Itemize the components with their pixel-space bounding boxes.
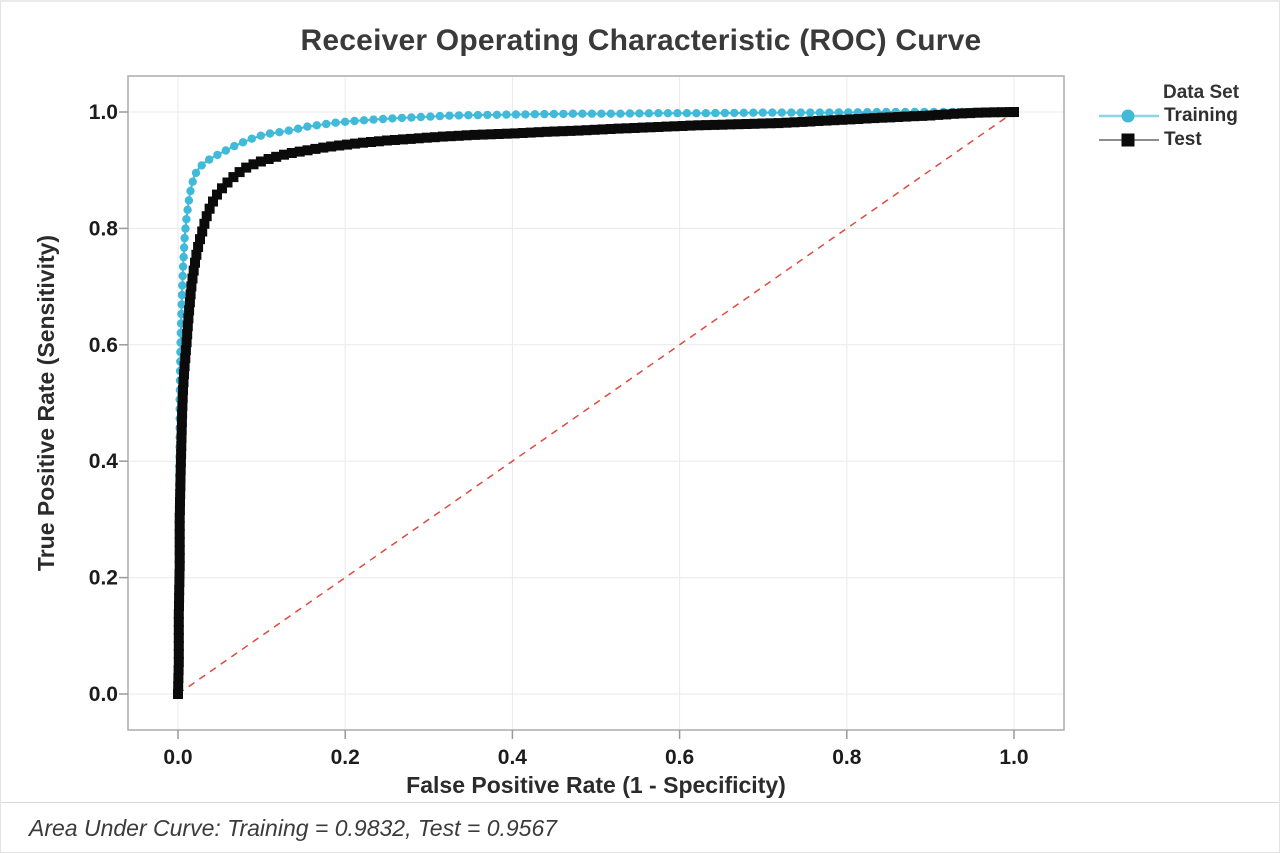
- series-test: [173, 107, 1019, 699]
- legend-item-training: Training: [1097, 104, 1267, 128]
- y-tick-label: 0.2: [89, 567, 118, 590]
- auc-annotation: Area Under Curve: Training = 0.9832, Tes…: [29, 815, 558, 841]
- plot-border: [127, 75, 1065, 731]
- legend-label-training: Training: [1164, 105, 1238, 126]
- y-tick-label: 0.6: [89, 334, 118, 357]
- gridlines: [128, 76, 1064, 730]
- training-circle-marker-icon: [1099, 109, 1159, 123]
- x-tick-label: 0.6: [665, 746, 694, 769]
- x-axis-title: False Positive Rate (1 - Specificity): [406, 772, 786, 798]
- auc-annotation-bar: Area Under Curve: Training = 0.9832, Tes…: [1, 802, 1279, 852]
- y-axis-title: True Positive Rate (Sensitivity): [33, 235, 59, 571]
- y-tick-label: 0.8: [89, 217, 119, 240]
- legend-title: Data Set: [1163, 82, 1240, 103]
- plot-dynamic-layer: 0.0 0.2 0.4 0.6 0.8 1.0 0.0 0.2 0.4 0.6 0.8 1.0: [89, 75, 1065, 769]
- x-tick-label: 0.4: [498, 746, 528, 769]
- test-square-marker-icon: [1099, 133, 1159, 147]
- legend: Data Set Training Test: [1097, 82, 1267, 152]
- axis-ticks: 0.0 0.2 0.4 0.6 0.8 1.0 0.0 0.2 0.4 0.6 0.8 1.0: [89, 101, 1029, 769]
- series-training: [173, 107, 1019, 699]
- legend-item-test: Test: [1097, 128, 1267, 152]
- x-tick-label: 0.0: [163, 746, 192, 769]
- legend-label-test: Test: [1164, 129, 1202, 150]
- y-tick-label: 1.0: [89, 101, 118, 124]
- chance-diagonal-line: [177, 111, 1015, 695]
- x-tick-label: 1.0: [999, 746, 1028, 769]
- x-tick-label: 0.2: [331, 746, 360, 769]
- x-tick-label: 0.8: [832, 746, 862, 769]
- y-tick-label: 0.0: [89, 683, 118, 706]
- chart-title: Receiver Operating Characteristic (ROC) …: [300, 24, 982, 57]
- y-tick-label: 0.4: [89, 450, 119, 473]
